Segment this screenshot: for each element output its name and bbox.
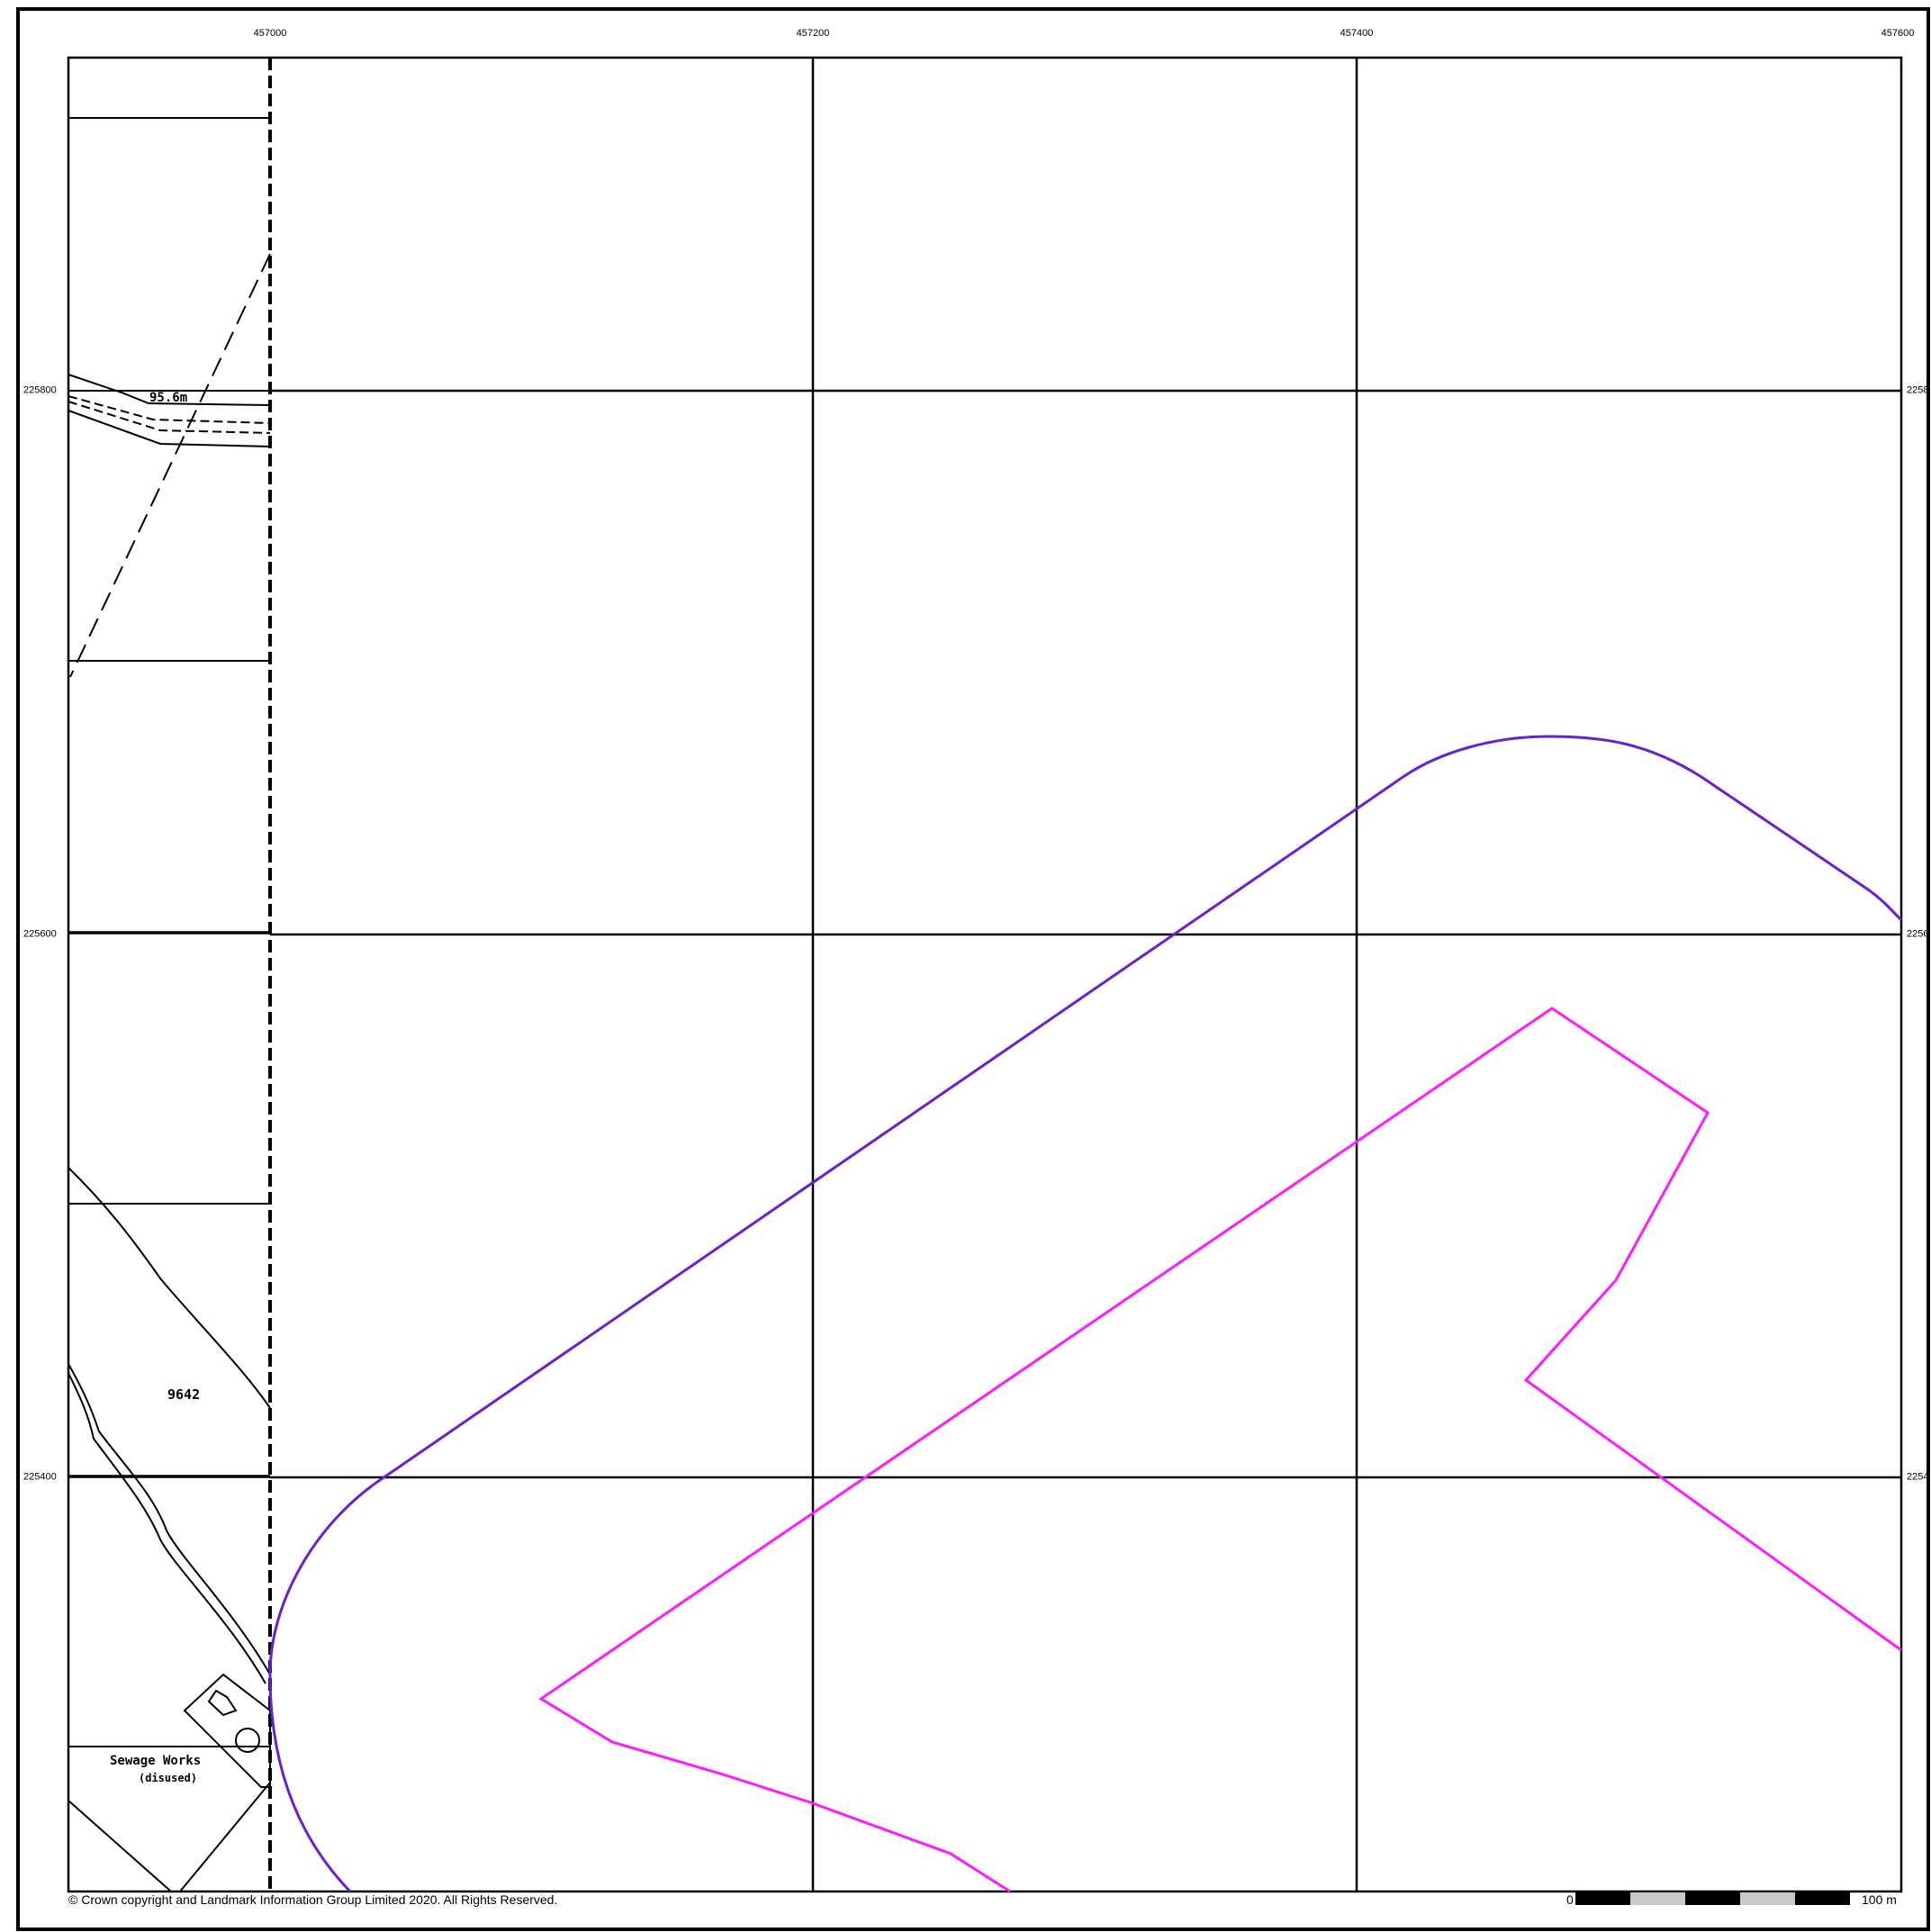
disused-label: (disused) — [139, 1772, 198, 1784]
spot-height-label: 95.6m — [149, 391, 188, 405]
grid-lines — [270, 58, 1901, 1891]
scale-segment — [1685, 1892, 1740, 1905]
sewage-tank — [235, 1728, 260, 1753]
scale-bar — [1575, 1892, 1850, 1905]
easting-label-457200: 457200 — [796, 28, 830, 39]
northing-label-right-225600: 2256 — [1907, 928, 1929, 940]
stream-1 — [68, 1167, 271, 1409]
sewage-works-building — [183, 1673, 271, 1788]
northing-label-225600: 225600 — [23, 928, 57, 940]
lane-2 — [68, 1372, 266, 1684]
northing-label-225400: 225400 — [23, 1471, 57, 1483]
road-lower — [68, 410, 271, 447]
scale-segment — [1795, 1892, 1850, 1905]
track-dashed-2 — [68, 401, 271, 434]
scale-segment — [1575, 1892, 1630, 1905]
map-frame — [16, 7, 1930, 1931]
scale-segment — [1630, 1892, 1685, 1905]
sewage-works-label: Sewage Works — [110, 1754, 202, 1768]
northing-label-right-225400: 2254 — [1907, 1471, 1929, 1483]
track-dashed-1 — [68, 395, 271, 424]
scale-end-label: 100 m — [1862, 1892, 1897, 1907]
map-border — [67, 56, 1903, 1893]
northing-label-right-225800: 2258 — [1907, 384, 1929, 396]
search-buffer-outline — [268, 735, 1903, 1893]
easting-label-457400: 457400 — [1340, 28, 1374, 39]
road-upper — [68, 374, 271, 406]
easting-label-457600: 457600 — [1881, 28, 1915, 39]
northing-label-225800: 225800 — [23, 384, 57, 396]
parcel-number-label: 9642 — [167, 1386, 201, 1403]
sewage-structure — [207, 1689, 238, 1717]
lane-4 — [179, 1782, 271, 1892]
easting-label-457000: 457000 — [253, 28, 287, 39]
site-boundary — [538, 1007, 1902, 1893]
copyright-notice: © Crown copyright and Landmark Informati… — [68, 1892, 558, 1907]
lane-3 — [68, 1800, 172, 1892]
lane-1 — [68, 1363, 271, 1675]
scale-start-label: 0 — [1566, 1892, 1574, 1907]
base-map-strip — [68, 58, 272, 1892]
scale-segment — [1740, 1892, 1795, 1905]
field-boundary-diagonal — [69, 253, 271, 678]
